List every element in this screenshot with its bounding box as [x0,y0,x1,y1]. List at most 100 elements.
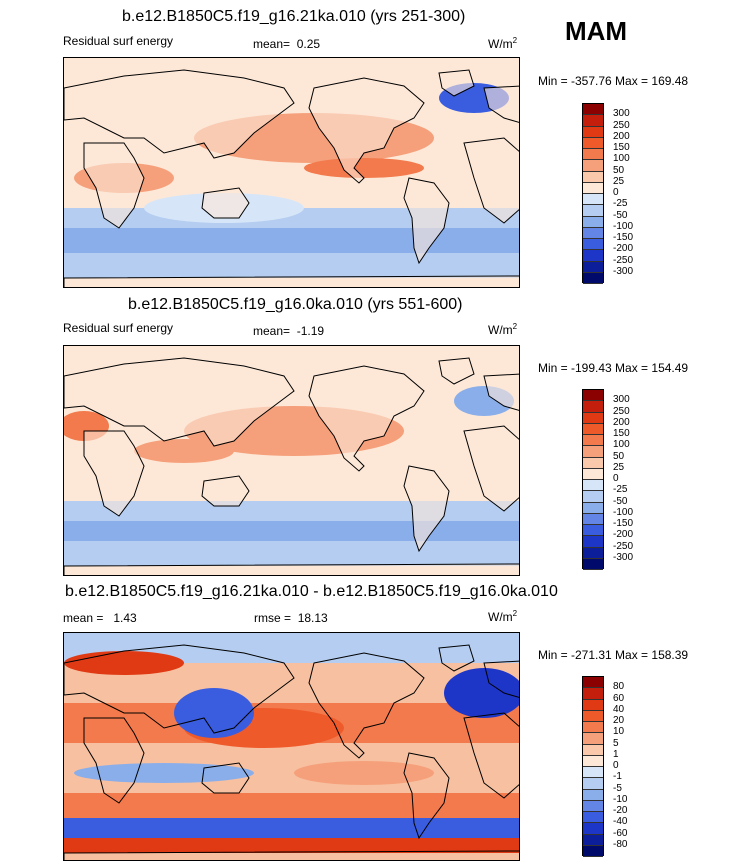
colorbar-tick-label: 200 [613,416,630,428]
colorbar-swatch [583,182,603,194]
colorbar-tick-label: -250 [613,254,634,266]
coastline [64,563,519,575]
coastline [403,177,450,265]
coastline [83,717,145,804]
colorbar-swatch [583,435,603,447]
colorbar-swatch [583,710,603,722]
coastline [438,357,475,385]
coastline [463,425,519,512]
contour-blob [174,688,254,738]
colorbar-swatch [583,558,603,570]
contour-blob [134,439,234,463]
colorbar-swatch [583,744,603,756]
colorbar-tick-label: -300 [613,551,634,563]
coastline [463,712,519,799]
colorbar-swatch [583,722,603,734]
coastline [64,357,295,447]
coastline [438,644,475,672]
panel1-minmax: Min = -357.76 Max = 169.48 [538,74,689,88]
coastline [463,137,519,224]
colorbar-tick-label: 80 [613,681,625,693]
colorbar-swatch [583,491,603,503]
contour-blob [304,158,424,178]
colorbar-swatch [583,227,603,239]
colorbar-swatch [583,468,603,480]
colorbar-tick-label: 25 [613,175,625,187]
colorbar-tick-label: 50 [613,450,625,462]
panel3-units: W/m2 [488,609,518,624]
panel2-mean: mean= -1.19 [253,324,325,338]
coastline [83,142,145,229]
coastline [64,644,295,734]
colorbar-tick-label: -300 [613,265,634,277]
colorbar-tick-label: -50 [613,209,628,221]
coastline [64,275,519,287]
panel1-colorbar [582,103,604,284]
colorbar-swatch [583,733,603,745]
colorbar-tick-label: -40 [613,816,628,828]
colorbar-tick-label: 1 [613,748,619,760]
colorbar-tick-label: -100 [613,220,634,232]
colorbar-tick-label: 150 [613,428,630,439]
colorbar-swatch [583,160,603,172]
panel2-minmax: Min = -199.43 Max = 154.49 [538,361,689,375]
contour-blob [74,763,254,783]
colorbar-swatch [583,800,603,812]
colorbar-tick-label: -200 [613,529,634,541]
colorbar-swatch [583,115,603,127]
contour-band [64,818,519,838]
colorbar-swatch [583,423,603,435]
colorbar-swatch [583,149,603,161]
panel2-variable-label: Residual surf energy [63,321,174,335]
colorbar-swatch [583,688,603,700]
colorbar-swatch [583,126,603,138]
colorbar-swatch [583,401,603,413]
colorbar-tick-label: -60 [613,827,628,839]
colorbar-tick-label: -100 [613,506,634,518]
colorbar-tick-label: -150 [613,232,634,243]
panel2-colorbar [582,389,604,570]
colorbar-tick-label: 100 [613,153,630,165]
colorbar-tick-label: -200 [613,243,634,255]
contour-band [64,521,519,541]
coastline [483,85,519,123]
colorbar-tick-label: 300 [613,108,630,120]
contour-band [64,793,519,818]
coastline [64,850,519,860]
colorbar-swatch [583,239,603,251]
coastline [201,187,250,219]
colorbar-swatch [583,699,603,711]
colorbar-tick-label: 50 [613,164,625,176]
colorbar-tick-label: 300 [613,394,630,406]
panel3-colorbar [582,676,604,857]
contour-blob [294,761,434,785]
colorbar-swatch [583,480,603,492]
colorbar-swatch [583,205,603,217]
panel3-map [63,632,520,861]
panel1-mean: mean= 0.25 [253,37,321,51]
colorbar-tick-label: 100 [613,439,630,451]
coastline [201,475,250,507]
map-field [64,633,519,860]
colorbar-tick-label: -5 [613,782,622,794]
colorbar-tick-label: 0 [613,473,619,484]
colorbar-swatch [583,171,603,183]
colorbar-swatch [583,767,603,779]
colorbar-tick-label: -250 [613,540,634,552]
colorbar-swatch [583,834,603,846]
panel3-mean: mean = 1.43 [63,611,137,625]
colorbar-tick-label: -1 [613,771,622,783]
panel3-minmax: Min = -271.31 Max = 158.39 [538,648,689,662]
coastline [403,465,450,553]
colorbar-swatch [583,778,603,790]
contour-band [64,838,519,853]
coastline [483,660,519,698]
colorbar-swatch [583,536,603,548]
colorbar-swatch [583,845,603,857]
colorbar-swatch [583,104,603,116]
coastline [308,365,425,472]
colorbar-swatch [583,216,603,228]
colorbar-swatch [583,457,603,469]
colorbar-tick-label: -25 [613,484,628,496]
colorbar-swatch [583,513,603,525]
